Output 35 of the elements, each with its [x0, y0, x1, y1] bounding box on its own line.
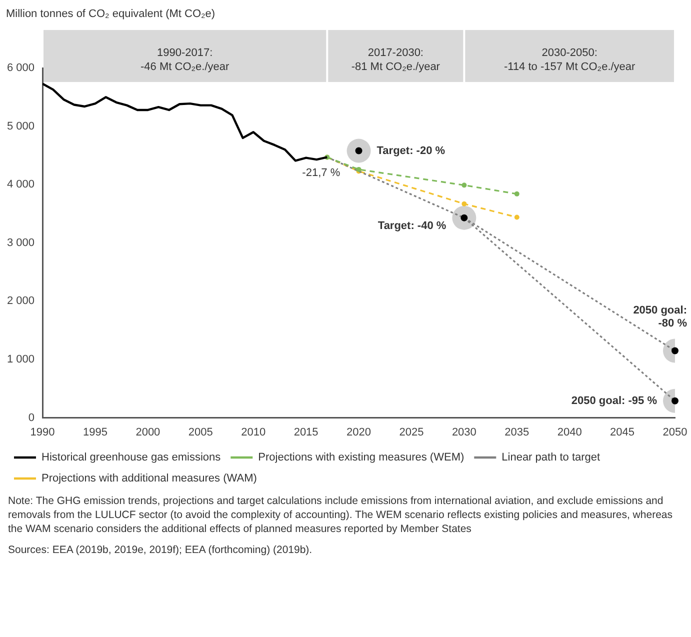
- legend-label: Historical greenhouse gas emissions: [42, 452, 222, 464]
- y-tick-label: 1 000: [6, 354, 35, 366]
- x-tick-label: 2005: [188, 426, 213, 438]
- band-label: 2017-2030: -81 Mt CO₂e./year: [351, 47, 440, 74]
- annotation: 2050 goal: -80 %: [633, 304, 688, 330]
- legend-label: Linear path to target: [502, 452, 600, 464]
- x-tick-label: 2015: [294, 426, 318, 438]
- source-note: Sources: EEA (2019b, 2019e, 2019f); EEA (forthcoming) (2019b).: [8, 542, 314, 557]
- x-tick-label: 2050: [662, 426, 688, 438]
- x-tick-label: 2010: [241, 426, 266, 438]
- y-tick-label: 5 000: [6, 120, 35, 132]
- legend-label: Projections with existing measures (WEM): [258, 452, 464, 464]
- annotation: Target: -20 %: [376, 144, 446, 157]
- y-tick-label: 2 000: [6, 295, 35, 308]
- legend-label: Projections with additional measures (WAM): [42, 472, 257, 485]
- x-tick-label: 2020: [346, 426, 372, 438]
- x-tick-label: 2040: [557, 426, 582, 438]
- y-tick-label: 4 000: [6, 178, 35, 191]
- y-tick-label: 0: [28, 412, 35, 424]
- band-label: 2030-2050: -114 to -157 Mt CO₂e./year: [504, 47, 636, 74]
- x-tick-label: 2025: [399, 426, 424, 438]
- annotation: Target: -40 %: [378, 220, 446, 232]
- x-tick-label: 1990: [30, 426, 55, 438]
- annotation: 2050 goal: -95 %: [571, 394, 658, 407]
- y-tick-label: 6 000: [6, 62, 35, 74]
- text: Note: The GHG emission trends, projections and target calculations include emissions from international aviation, and exclude emissions and removals from the LULUCF sector (to avoid the complexity of accounting). The WEM scenario reflects existing policies and measures, whereas the WAM scenario considers the additional effects of planned measures reported by Member States: [8, 494, 674, 537]
- x-tick-label: 2045: [610, 426, 635, 438]
- annotation: -21,7 %: [302, 167, 340, 180]
- x-tick-label: 2035: [504, 426, 530, 438]
- y-axis-title: Million tonnes of CO₂ equivalent (Mt CO₂e): [5, 7, 216, 22]
- band-label: 1990-2017: -46 Mt CO₂e./year: [140, 47, 230, 74]
- x-tick-label: 1995: [82, 426, 108, 438]
- x-tick-label: 2000: [136, 426, 160, 438]
- x-tick-label: 2030: [452, 426, 476, 438]
- y-tick-label: 3 000: [6, 236, 35, 249]
